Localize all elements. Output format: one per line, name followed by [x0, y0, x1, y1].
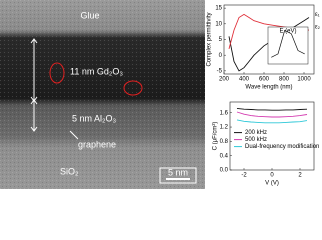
- y-tick-label: 0.0: [220, 168, 229, 174]
- figure: Glue 11 nm Gd₂O₃ 5 nm Al₂O₃ graphene SiO…: [0, 0, 321, 189]
- y-tick-label: 15: [215, 6, 222, 12]
- layer-label: graphene: [78, 139, 116, 149]
- legend-label: 200 kHz: [245, 130, 267, 136]
- x-tick-label: 1000: [297, 77, 311, 83]
- x-tick-label: 2: [298, 173, 302, 179]
- series-label: ε₂: [315, 25, 321, 31]
- scale-label: 5 nm: [168, 167, 188, 177]
- y-tick-label: -5: [217, 68, 223, 74]
- series-label: ε₁: [315, 12, 320, 18]
- x-tick-label: 400: [239, 77, 250, 83]
- inset-label: E (eV): [279, 29, 296, 35]
- series-line: [236, 119, 308, 124]
- y-tick-label: 0.8: [220, 139, 229, 145]
- x-tick-label: 600: [259, 77, 270, 83]
- y-tick-label: 10: [215, 21, 222, 27]
- y-tick-label: 5: [219, 37, 223, 43]
- layer-label: 5 nm Al₂O₃: [72, 113, 117, 123]
- pointer: [69, 130, 79, 140]
- arrow-heads: [30, 38, 38, 132]
- y-tick-label: 0.4: [220, 153, 229, 159]
- series-line: [236, 111, 308, 118]
- x-tick-label: 800: [279, 77, 290, 83]
- y-tick-label: 0: [219, 53, 223, 59]
- inset-line: [271, 29, 305, 58]
- x-tick-label: 0: [270, 173, 274, 179]
- layer-label: Glue: [80, 10, 99, 20]
- x-tick-label: -2: [241, 173, 247, 179]
- scale-box: [159, 167, 197, 184]
- inset-frame: [267, 26, 309, 65]
- layer-label: SiO₂: [60, 166, 79, 176]
- series-line: [228, 17, 310, 72]
- x-tick-label: 200: [219, 77, 230, 83]
- legend-label: Dual-frequency modification: [245, 144, 319, 150]
- tem-image: Glue 11 nm Gd₂O₃ 5 nm Al₂O₃ graphene SiO…: [0, 0, 205, 189]
- x-axis-label: V (V): [265, 181, 279, 187]
- tem-texture: [0, 0, 205, 189]
- highlight-circle: [49, 62, 65, 84]
- y-tick-label: 1.2: [220, 125, 229, 131]
- legend-label: 500 kHz: [245, 137, 267, 143]
- page: Glue 11 nm Gd₂O₃ 5 nm Al₂O₃ graphene SiO…: [0, 0, 321, 189]
- y-axis-label: C (μF/cm²): [213, 122, 219, 151]
- layer-label: 11 nm Gd₂O₃: [70, 66, 123, 76]
- x-axis-label: Wave length (nm): [245, 85, 292, 91]
- highlight-circle: [123, 80, 143, 96]
- plot-frame: [229, 101, 315, 171]
- y-tick-label: 1.6: [220, 110, 229, 116]
- y-axis-label: Complex permittivity: [207, 12, 213, 66]
- series-line: [236, 107, 308, 111]
